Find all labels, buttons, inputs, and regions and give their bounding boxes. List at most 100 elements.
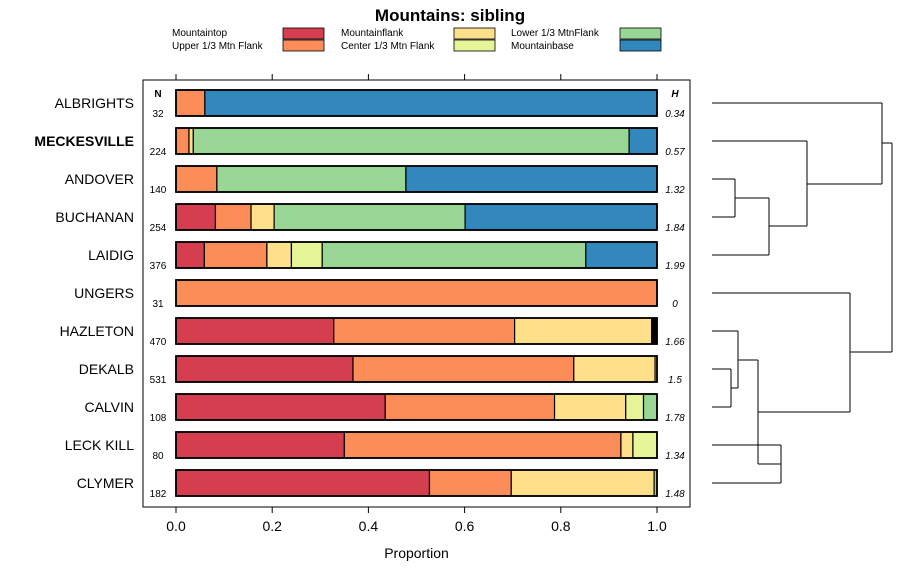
bar-segment [510, 469, 655, 497]
row-buchanan: BUCHANAN 254 1.84 [55, 203, 685, 234]
row-n-value: 531 [150, 375, 167, 386]
legend-swatch [282, 27, 325, 40]
row-h-value: 1.32 [665, 185, 685, 196]
row-n-value: 80 [152, 451, 164, 462]
x-tick-label: 0.6 [455, 518, 475, 534]
bar-segment [266, 241, 293, 269]
bar-segment [585, 241, 658, 269]
dendro-node-leck-clymer [758, 445, 782, 483]
x-axis-title: Proportion [384, 545, 449, 561]
bar-segment [343, 431, 622, 459]
row-n-value: 470 [150, 337, 167, 348]
row-n-value: 32 [152, 109, 164, 120]
bar-outline [175, 355, 658, 383]
bar-segment [352, 355, 575, 383]
dendro-node-albrights [881, 103, 892, 184]
row-laidig: LAIDIG 376 1.99 [88, 241, 685, 272]
bar-segment [573, 355, 656, 383]
bar-segment [632, 431, 658, 459]
dendro-node-meckesville [806, 141, 882, 226]
bar-segment [175, 241, 205, 269]
row-calvin: CALVIN 108 1.78 [84, 393, 685, 424]
x-tick-label: 0.4 [359, 518, 379, 534]
bar-outline [175, 469, 658, 497]
row-label: LAIDIG [88, 247, 134, 263]
legend-label-mountainflank: Mountainflank [341, 28, 404, 39]
bar-segment [175, 89, 206, 117]
bar-segment [203, 241, 268, 269]
legend-swatch [619, 39, 662, 52]
dendro-node-laidig [768, 198, 807, 255]
bar-segment [333, 317, 516, 345]
row-h-value: 1.5 [668, 375, 682, 386]
row-n-value: 224 [150, 147, 167, 158]
dendro-node-lower-merge [757, 360, 850, 464]
legend-label-upper-1-3-mtn-flank: Upper 1/3 Mtn Flank [172, 41, 264, 52]
bar-segment [175, 165, 218, 193]
x-tick-label: 0.2 [262, 518, 282, 534]
row-andover: ANDOVER 140 1.32 [65, 165, 685, 196]
legend-label-mountainbase: Mountainbase [511, 41, 574, 52]
bar-segment [175, 127, 190, 155]
bar-outline [175, 203, 658, 231]
row-meckesville: MECKESVILLE 224 0.57 [34, 127, 685, 158]
bar-segment [628, 127, 658, 155]
x-tick-label: 0.0 [166, 518, 186, 534]
bar-segment [514, 317, 653, 345]
row-label: LECK KILL [65, 437, 134, 453]
chart-title: Mountains: sibling [375, 6, 525, 25]
row-label: CALVIN [84, 399, 134, 415]
row-albrights: ALBRIGHTS 32 0.34 [55, 89, 685, 120]
row-label: CLYMER [77, 475, 134, 491]
bar-segment [175, 431, 345, 459]
dendro-node-andover-buchanan [734, 179, 769, 217]
row-clymer: CLYMER 182 1.48 [77, 469, 685, 500]
bar-segment [175, 469, 431, 497]
row-h-value: 1.34 [665, 451, 685, 462]
n-column-header: N [154, 89, 161, 100]
bar-segment [625, 393, 645, 421]
bar-segment [214, 203, 252, 231]
bar-segment [405, 165, 658, 193]
bar-outline [175, 393, 658, 421]
bar-segment [175, 355, 354, 383]
row-n-value: 108 [150, 413, 167, 424]
row-h-value: 0 [672, 299, 678, 310]
row-label: DEKALB [79, 361, 134, 377]
bar-segment [175, 317, 335, 345]
row-ungers: UNGERS 31 0 [74, 279, 678, 310]
bar-segment [192, 127, 630, 155]
chart-legend: Mountaintop Upper 1/3 Mtn Flank Mountainfl… [172, 27, 662, 52]
dendro-node-hazleton [737, 331, 758, 388]
bar-segment [250, 203, 275, 231]
x-tick-label: 1.0 [647, 518, 667, 534]
row-h-value: 1.84 [665, 223, 685, 234]
bar-segment [321, 241, 587, 269]
legend-swatch [282, 39, 325, 52]
bar-outline [175, 241, 658, 269]
x-tick-label: 0.8 [551, 518, 571, 534]
bar-segment [620, 431, 634, 459]
row-h-value: 0.57 [665, 147, 685, 158]
bar-outline [175, 279, 658, 307]
bar-segment [273, 203, 466, 231]
row-leck-kill: LECK KILL 80 1.34 [65, 431, 685, 462]
row-label: BUCHANAN [55, 209, 134, 225]
bar-rows: ALBRIGHTS 32 0.34 MECKESVILLE 224 0.57 ANDOVER… [34, 89, 685, 500]
bar-segment [384, 393, 556, 421]
row-label: MECKESVILLE [34, 133, 134, 149]
legend-swatch [619, 27, 662, 40]
legend-label-lower-1-3-mtnflank: Lower 1/3 MtnFlank [511, 28, 600, 39]
bar-segment [216, 165, 407, 193]
bar-outline [175, 165, 658, 193]
h-column-header: H [671, 89, 679, 100]
row-h-value: 1.48 [665, 489, 685, 500]
row-h-value: 0.34 [665, 109, 685, 120]
row-hazleton: HAZLETON 470 1.66 [60, 317, 685, 348]
bar-outline [175, 127, 658, 155]
bar-segment [290, 241, 323, 269]
plot-frame [142, 79, 691, 508]
bar-segment [188, 127, 194, 155]
dendro-node-ungers [849, 293, 892, 412]
